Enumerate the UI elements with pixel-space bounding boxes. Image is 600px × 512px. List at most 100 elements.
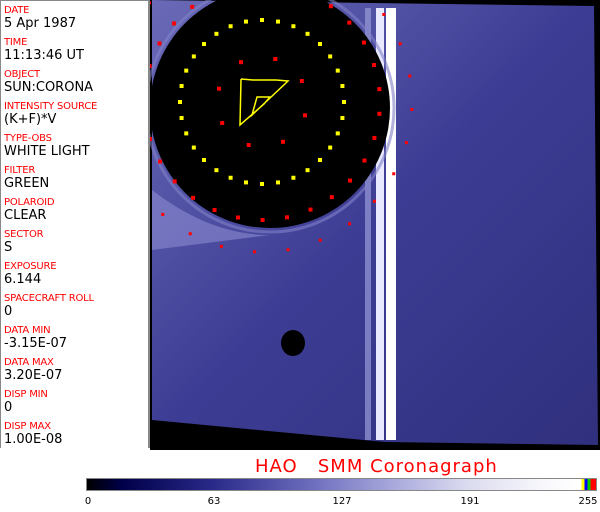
marker [285, 215, 290, 220]
field-type-obs: TYPE-OBS WHITE LIGHT [4, 133, 90, 159]
marker [372, 135, 377, 140]
marker [275, 19, 280, 24]
marker [228, 24, 233, 29]
marker [184, 68, 189, 73]
header-info-panel: DATE 5 Apr 1987 TIME 11:13:46 UT OBJECT SUN:C… [0, 0, 150, 448]
marker [302, 113, 307, 118]
marker [179, 115, 184, 120]
marker [214, 31, 219, 36]
marker [377, 111, 382, 116]
field-filter: FILTER GREEN [4, 165, 49, 191]
marker [253, 250, 257, 254]
field-label: DATE [4, 5, 30, 16]
field-polaroid: POLAROID CLEAR [4, 197, 55, 223]
marker [305, 31, 310, 36]
field-time: TIME 11:13:46 UT [4, 37, 84, 63]
marker [275, 180, 280, 185]
marker [212, 208, 217, 213]
field-label: DISP MIN [4, 389, 48, 400]
marker [335, 131, 340, 136]
marker [150, 1, 152, 5]
field-date: DATE 5 Apr 1987 [4, 5, 76, 31]
field-value: 5 Apr 1987 [4, 16, 77, 31]
marker [157, 41, 162, 46]
marker [178, 100, 182, 104]
marker [291, 175, 296, 180]
marker [191, 54, 196, 59]
marker [348, 222, 352, 226]
marker [299, 79, 304, 84]
field-value: 0 [4, 304, 13, 319]
field-label: DATA MIN [4, 325, 51, 336]
sector-outline [239, 78, 290, 127]
colorbar-tick: 63 [207, 496, 221, 507]
field-label: SPACECRAFT ROLL [4, 293, 94, 304]
marker [280, 139, 285, 144]
marker [202, 157, 207, 162]
marker [184, 131, 189, 136]
marker [273, 57, 278, 62]
marker [191, 195, 196, 200]
marker [191, 145, 196, 150]
field-object: OBJECT SUN:CORONA [4, 69, 93, 95]
field-data-min: DATA MIN -3.15E-07 [4, 325, 67, 351]
marker [348, 178, 353, 183]
field-label: SECTOR [4, 229, 44, 240]
marker [220, 120, 225, 125]
field-value: 11:13:46 UT [4, 48, 84, 63]
marker [317, 42, 322, 47]
marker [188, 232, 192, 236]
colorbar-tick: 255 [578, 496, 598, 507]
marker [342, 100, 346, 104]
marker [239, 60, 244, 65]
marker [308, 207, 313, 212]
marker [335, 68, 340, 73]
marker [236, 215, 241, 220]
field-label: DATA MAX [4, 357, 54, 368]
marker [150, 64, 152, 69]
field-sector: SECTOR S [4, 229, 44, 255]
colorbar-tick: 0 [84, 496, 92, 507]
field-label: TYPE-OBS [4, 133, 52, 144]
field-value: 0 [4, 400, 13, 415]
dark-spot [281, 330, 305, 356]
field-disp-max: DISP MAX 1.00E-08 [4, 421, 62, 447]
field-value: 1.00E-08 [4, 432, 63, 447]
field-value: CLEAR [4, 208, 47, 223]
marker [244, 180, 249, 185]
field-intensity-source: INTENSITY SOURCE (K+F)*V [4, 101, 97, 127]
field-value: SUN:CORONA [4, 80, 94, 95]
marker [291, 24, 296, 29]
field-spacecraft-roll: SPACECRAFT ROLL 0 [4, 293, 94, 319]
marker [392, 172, 396, 176]
marker [382, 12, 386, 16]
marker [347, 20, 352, 25]
marker [317, 157, 322, 162]
marker [408, 74, 412, 78]
marker [228, 175, 233, 180]
marker [202, 42, 207, 47]
field-label: DISP MAX [4, 421, 51, 432]
field-value: S [4, 240, 13, 255]
colorbar-tick: 191 [460, 496, 480, 507]
coronagraph-image [150, 0, 600, 450]
field-value: WHITE LIGHT [4, 144, 90, 159]
marker [244, 19, 249, 24]
overlay-markers [150, 1, 414, 254]
marker [318, 238, 322, 242]
marker [372, 63, 377, 68]
marker [286, 248, 290, 252]
field-label: INTENSITY SOURCE [4, 101, 98, 112]
marker [404, 141, 408, 145]
marker [158, 159, 163, 164]
marker [361, 40, 366, 45]
field-exposure: EXPOSURE 6.144 [4, 261, 57, 287]
marker [172, 179, 177, 184]
marker [362, 158, 367, 163]
field-label: POLAROID [4, 197, 55, 208]
pylon-streak [376, 8, 384, 440]
marker [328, 4, 333, 9]
marker [329, 195, 334, 200]
field-label: OBJECT [4, 69, 40, 80]
instrument-title: HAO SMM Coronagraph [255, 456, 498, 477]
